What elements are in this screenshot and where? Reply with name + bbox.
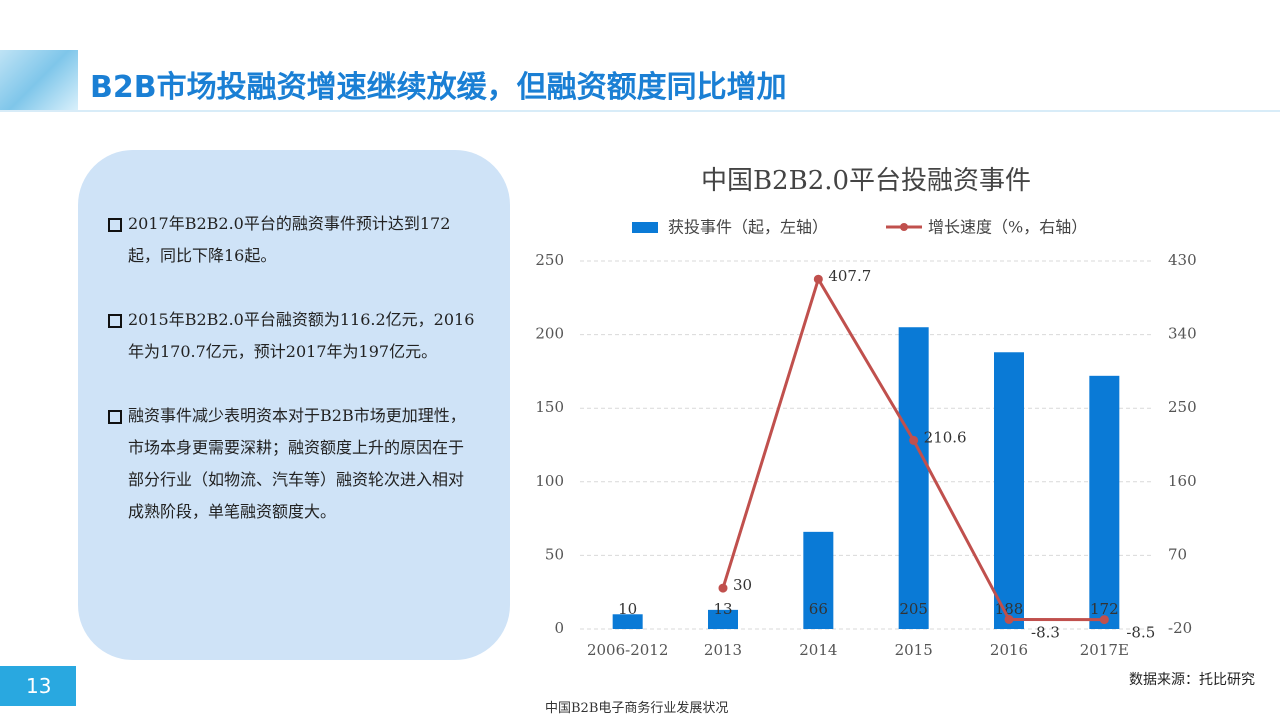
bullet: 2017年B2B2.0平台的融资事件预计达到172起，同比下降16起。 (108, 208, 478, 272)
line-marker (1099, 615, 1109, 625)
line-label: 407.7 (828, 267, 871, 285)
x-tick-label: 2016 (990, 641, 1028, 659)
y2-tick-label: 430 (1168, 251, 1197, 269)
line-marker (1004, 614, 1014, 624)
bar-label: 13 (713, 600, 732, 618)
x-tick-label: 2017E (1080, 641, 1129, 659)
bullet-list: 2017年B2B2.0平台的融资事件预计达到172起，同比下降16起。 2015年… (108, 208, 478, 560)
bar (612, 614, 643, 629)
bar-label: 66 (809, 600, 828, 618)
chart-title: 中国B2B2.0平台投融资事件 (701, 166, 1031, 196)
line-label: 30 (733, 576, 752, 594)
header-stripe (0, 50, 78, 110)
bullet-text: 2015年B2B2.0平台融资额为116.2亿元，2016年为170.7亿元，预… (128, 310, 475, 361)
line-marker (718, 583, 728, 593)
bullet-box (108, 218, 122, 232)
bullet-box (108, 314, 122, 328)
slide-title: B2B市场投融资增速继续放缓，但融资额度同比增加 (90, 70, 787, 105)
y-tick-label: 100 (535, 472, 564, 490)
bar-label: 205 (899, 600, 928, 618)
legend-label: 获投事件（起，左轴） (668, 218, 828, 237)
y2-tick-label: 250 (1168, 398, 1197, 416)
bullet: 融资事件减少表明资本对于B2B市场更加理性，市场本身更需要深耕；融资额度上升的原… (108, 400, 478, 528)
y-tick-label: 250 (535, 251, 564, 269)
line-label: 210.6 (924, 428, 967, 446)
line-marker (813, 274, 823, 284)
line-label: -8.3 (1031, 623, 1060, 641)
bullet: 2015年B2B2.0平台融资额为116.2亿元，2016年为170.7亿元，预… (108, 304, 478, 368)
y-tick-label: 0 (554, 619, 564, 637)
y-tick-label: 150 (535, 398, 564, 416)
bullet-text: 2017年B2B2.0平台的融资事件预计达到172起，同比下降16起。 (128, 214, 451, 265)
bullet-box (108, 410, 122, 424)
text-panel: 2017年B2B2.0平台的融资事件预计达到172起，同比下降16起。 2015年… (78, 150, 510, 660)
legend-label: 增长速度（%，右轴） (928, 218, 1087, 237)
line-marker (909, 435, 919, 445)
footer: 中国B2B电子商务行业发展状况 (545, 701, 729, 716)
bar (1089, 375, 1120, 629)
x-tick-label: 2015 (895, 641, 933, 659)
bullet-text: 融资事件减少表明资本对于B2B市场更加理性，市场本身更需要深耕；融资额度上升的原… (128, 406, 466, 521)
x-tick-label: 2014 (799, 641, 837, 659)
y2-tick-label: 160 (1168, 472, 1197, 490)
x-tick-label: 2006-2012 (587, 641, 668, 659)
y2-tick-label: -20 (1168, 619, 1192, 637)
legend-swatch (632, 222, 658, 233)
page-number: 13 (0, 666, 76, 706)
bar (708, 609, 738, 629)
bar (803, 531, 834, 629)
y-tick-label: 50 (545, 545, 564, 563)
bar-label: 172 (1090, 600, 1119, 618)
header-rule (0, 110, 1280, 112)
y2-tick-label: 70 (1168, 545, 1187, 563)
y-tick-label: 200 (535, 325, 564, 343)
bar (994, 352, 1024, 629)
y2-tick-label: 340 (1168, 325, 1197, 343)
x-tick-label: 2013 (704, 641, 742, 659)
line-label: -8.5 (1126, 624, 1155, 642)
bar (898, 327, 929, 629)
legend-swatch (900, 223, 908, 231)
source: 数据来源：托比研究 (1129, 672, 1255, 688)
bar-label: 10 (618, 600, 637, 618)
